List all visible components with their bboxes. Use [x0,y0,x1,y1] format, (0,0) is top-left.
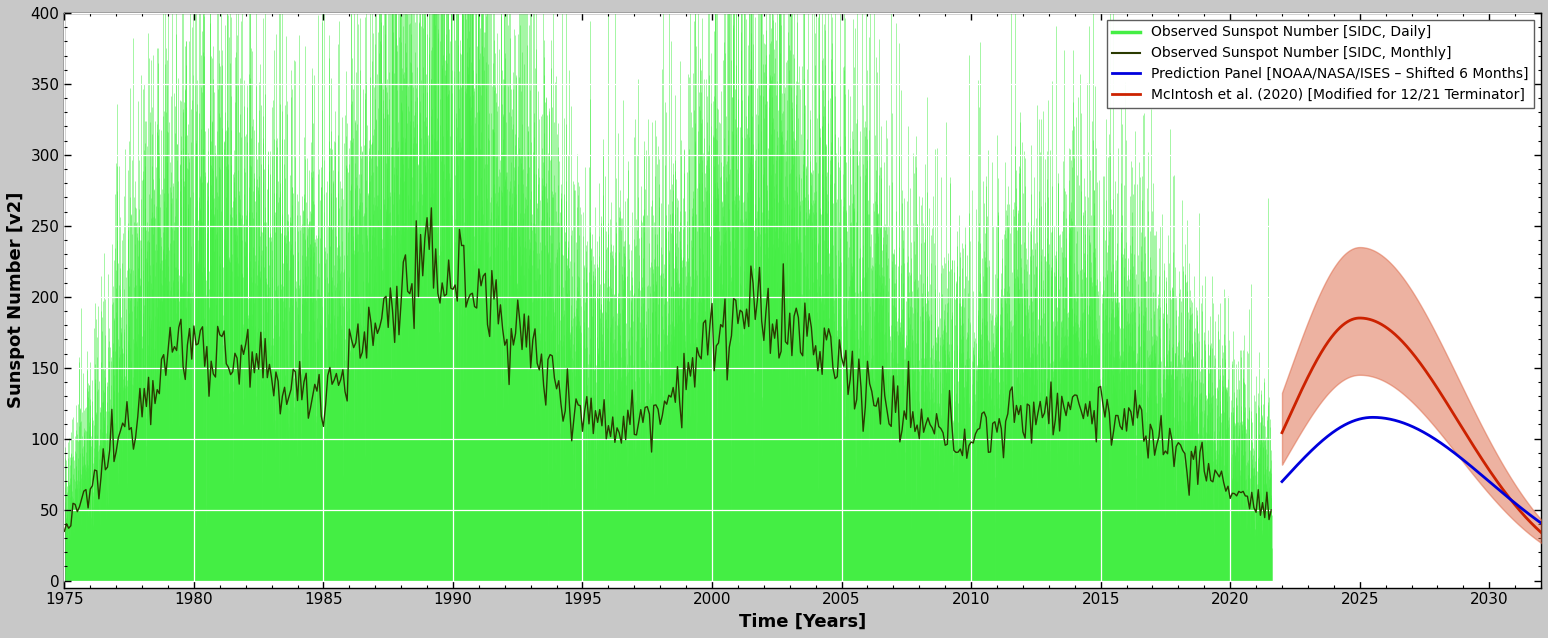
X-axis label: Time [Years]: Time [Years] [738,613,867,631]
Y-axis label: Sunspot Number [v2]: Sunspot Number [v2] [6,192,25,408]
Legend: Observed Sunspot Number [SIDC, Daily], Observed Sunspot Number [SIDC, Monthly], : Observed Sunspot Number [SIDC, Daily], O… [1107,20,1534,108]
